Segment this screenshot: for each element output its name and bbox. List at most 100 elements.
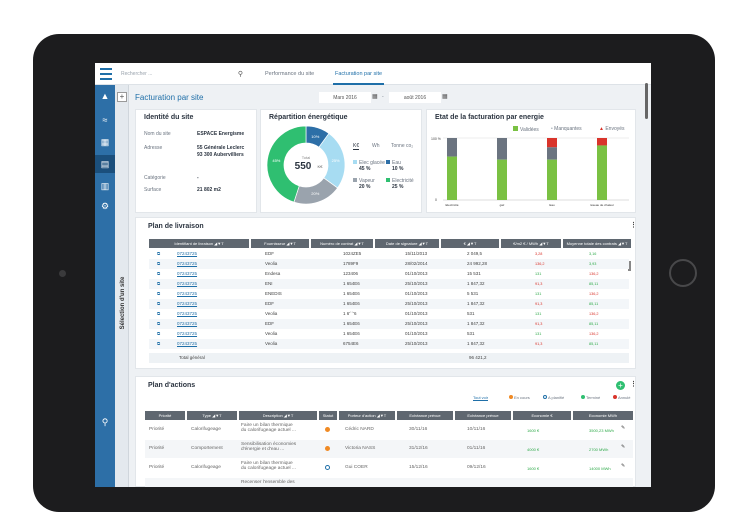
- external-link-icon[interactable]: ⧉: [157, 301, 161, 306]
- column-header[interactable]: Moyenne totale des contrats ◢▼T: [563, 239, 631, 248]
- delivery-id-link[interactable]: 07243725: [177, 271, 198, 276]
- column-header[interactable]: Priorité: [145, 411, 185, 420]
- external-link-icon[interactable]: ⧉: [157, 261, 161, 266]
- column-header[interactable]: Identifiant de livraison ◢▼T: [149, 239, 249, 248]
- delivery-id-link[interactable]: 07243725: [177, 311, 198, 316]
- calendar-icon[interactable]: ▦: [372, 94, 378, 100]
- table-row[interactable]: ⧉ 07243725 Veolia 1 6'``'6 01/10/2013 531 131 1…: [149, 309, 629, 319]
- external-link-icon[interactable]: ⧉: [157, 311, 161, 316]
- delivery-id-link[interactable]: 07243725: [177, 331, 198, 336]
- more-icon[interactable]: ⋮: [630, 222, 637, 229]
- delivery-id-link[interactable]: 07243725: [177, 291, 198, 296]
- bar-segment[interactable]: [547, 159, 557, 200]
- filter-1[interactable]: En cours: [509, 395, 530, 400]
- delivery-id-link[interactable]: 07243725: [177, 341, 198, 346]
- external-link-icon[interactable]: ⧉: [157, 291, 161, 296]
- more-icon[interactable]: ⋮: [630, 381, 637, 388]
- table-row[interactable]: ⧉ 07243725 Endesa 123406 01/10/2013 15 531 131…: [149, 269, 629, 279]
- edit-icon[interactable]: ✎: [621, 464, 626, 469]
- bar-segment[interactable]: [497, 159, 507, 200]
- home-button[interactable]: [669, 259, 697, 287]
- pin-icon[interactable]: ⚲: [101, 417, 109, 427]
- calendar-icon[interactable]: ▦: [442, 94, 448, 100]
- menu-icon[interactable]: [100, 68, 112, 80]
- contract-cell: 1 654E6: [343, 301, 360, 306]
- settings-icon[interactable]: ⚙: [100, 201, 110, 211]
- column-header[interactable]: Description ◢▼T: [239, 411, 317, 420]
- action-row[interactable]: Priorité Comportement Sensibilisation écon…: [145, 440, 633, 458]
- delivery-id-link[interactable]: 07243725: [177, 251, 198, 256]
- table-row[interactable]: ⧉ 07243725 Veolia 6754E6 25/10/2013 1 847,32 9…: [149, 339, 629, 349]
- external-link-icon[interactable]: ⧉: [157, 331, 161, 336]
- table-row[interactable]: ⧉ 07243725 EDF 1 654E6 25/10/2013 1 847,32 91,…: [149, 299, 629, 309]
- external-link-icon[interactable]: ⧉: [157, 321, 161, 326]
- table-row[interactable]: ⧉ 07243725 Veolia 1789F9 28/02/2014 24 992,28…: [149, 259, 629, 269]
- delivery-id-link[interactable]: 07243725: [177, 261, 198, 266]
- date-from-input[interactable]: Mars 2016: [319, 92, 371, 103]
- column-header[interactable]: €/m2 € / MWh ◢▼T: [501, 239, 561, 248]
- filter-3[interactable]: Terminé: [581, 395, 600, 400]
- column-header[interactable]: Fournisseur ◢▼T: [251, 239, 309, 248]
- delivery-id-link[interactable]: 07243725: [177, 301, 198, 306]
- edit-icon[interactable]: ✎: [621, 426, 626, 431]
- column-header[interactable]: € ◢▼T: [441, 239, 499, 248]
- bar-segment[interactable]: [597, 145, 607, 200]
- external-link-icon[interactable]: ⧉: [157, 341, 161, 346]
- filter-2[interactable]: A planifié: [543, 395, 564, 400]
- column-header[interactable]: Echéance prévue: [455, 411, 511, 420]
- add-action-button[interactable]: +: [616, 381, 625, 390]
- unit-tab[interactable]: Wh: [372, 143, 380, 149]
- column-header[interactable]: Statut: [319, 411, 337, 420]
- column-header[interactable]: Type ◢▼T: [187, 411, 237, 420]
- date-to-input[interactable]: août 2016: [389, 92, 441, 103]
- filter-0[interactable]: Tout voir: [473, 395, 489, 401]
- column-header[interactable]: Numéro de contrat ◢▼T: [311, 239, 373, 248]
- external-link-icon[interactable]: ⧉: [157, 251, 161, 256]
- filter-label: A planifié: [548, 395, 565, 400]
- chart-icon[interactable]: ≈: [102, 115, 108, 125]
- bar-segment[interactable]: [447, 156, 457, 200]
- tab-facturation[interactable]: Facturation par site: [333, 63, 385, 85]
- site-selection-panel[interactable]: + Sélection d'un site: [115, 85, 129, 487]
- pie-slice[interactable]: [266, 125, 307, 203]
- table-row[interactable]: ⧉ 07243725 ENEDIS 1 654E6 01/10/2013 5 531 131…: [149, 289, 629, 299]
- action-row[interactable]: Priorité Calorifugeage Faire un bilan ther…: [145, 459, 633, 477]
- delivery-id-link[interactable]: 07243725: [177, 281, 198, 286]
- edit-icon[interactable]: ✎: [621, 445, 626, 450]
- delivery-id-link[interactable]: 07243725: [177, 321, 198, 326]
- bar-segment[interactable]: [447, 138, 457, 157]
- search-input[interactable]: Rechercher ... ⚲: [117, 67, 245, 81]
- search-icon[interactable]: ⚲: [237, 71, 243, 78]
- grid-icon[interactable]: ▤: [95, 155, 115, 173]
- external-link-icon[interactable]: ⧉: [157, 271, 161, 276]
- column-header[interactable]: Economie MWh: [573, 411, 633, 420]
- repartition-card: Répartition énergétique 10% 25% 20% 45% Tota…: [260, 109, 422, 213]
- column-header[interactable]: Porteur d'action ◢▼T: [339, 411, 395, 420]
- bar-segment[interactable]: [547, 138, 557, 148]
- action-row[interactable]: Recenser l'ensemble des: [145, 478, 633, 487]
- external-link-icon[interactable]: ⧉: [157, 281, 161, 286]
- tab-performance[interactable]: Performance du site: [265, 71, 315, 77]
- column-header[interactable]: Economie €: [513, 411, 571, 420]
- unit-tab[interactable]: Tonne co₂: [391, 143, 414, 149]
- building-icon[interactable]: ▦: [100, 137, 110, 147]
- column-header[interactable]: Echéance prévue: [397, 411, 453, 420]
- status-dot: [325, 465, 330, 470]
- page-scrollbar[interactable]: [645, 83, 648, 119]
- table-scrollbar[interactable]: [628, 261, 631, 271]
- bar-segment[interactable]: [597, 138, 607, 146]
- table-row[interactable]: ⧉ 07243725 Veolia 1 654E6 01/10/2013 531 131 13…: [149, 329, 629, 339]
- unit-tab[interactable]: K€: [353, 143, 360, 150]
- filter-4[interactable]: Annulé: [613, 395, 630, 400]
- bar-segment[interactable]: [497, 138, 507, 160]
- column-header[interactable]: Date de signature ◢▼T: [375, 239, 439, 248]
- factory-icon[interactable]: ▥: [100, 181, 110, 191]
- home-icon[interactable]: ▲: [100, 91, 110, 101]
- bar-segment[interactable]: [547, 147, 557, 160]
- action-row[interactable]: Priorité Calorifugeage Faire un bilan ther…: [145, 421, 633, 439]
- table-row[interactable]: ⧉ 07243725 EDF 1 654E6 25/10/2013 1 847,32 91,…: [149, 319, 629, 329]
- table-row[interactable]: ⧉ 07243725 ENI 1 654E6 25/10/2013 1 847,32 91,…: [149, 279, 629, 289]
- add-site-button[interactable]: +: [117, 92, 127, 102]
- table-row[interactable]: ⧉ 07243725 EDF 1024ZE5 15/11/2013 2 049,5 3,28…: [149, 249, 629, 259]
